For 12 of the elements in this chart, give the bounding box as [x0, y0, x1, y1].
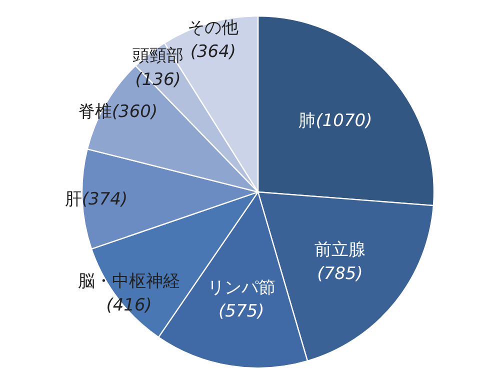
data-label: (136): [135, 70, 181, 90]
slice-label: 脳・中枢神経: [78, 272, 180, 292]
data-label: (785): [317, 264, 363, 284]
slice-label: 頭頸部: [132, 46, 184, 66]
slice-label: 前立腺: [314, 240, 366, 260]
data-label: (575): [218, 302, 264, 322]
data-label: (364): [190, 42, 236, 62]
data-label: (1070): [316, 111, 372, 132]
data-label: (360): [112, 102, 158, 122]
slice-label: その他: [188, 18, 239, 38]
data-label: (374): [82, 190, 128, 210]
slice-label: リンパ節: [207, 278, 276, 298]
